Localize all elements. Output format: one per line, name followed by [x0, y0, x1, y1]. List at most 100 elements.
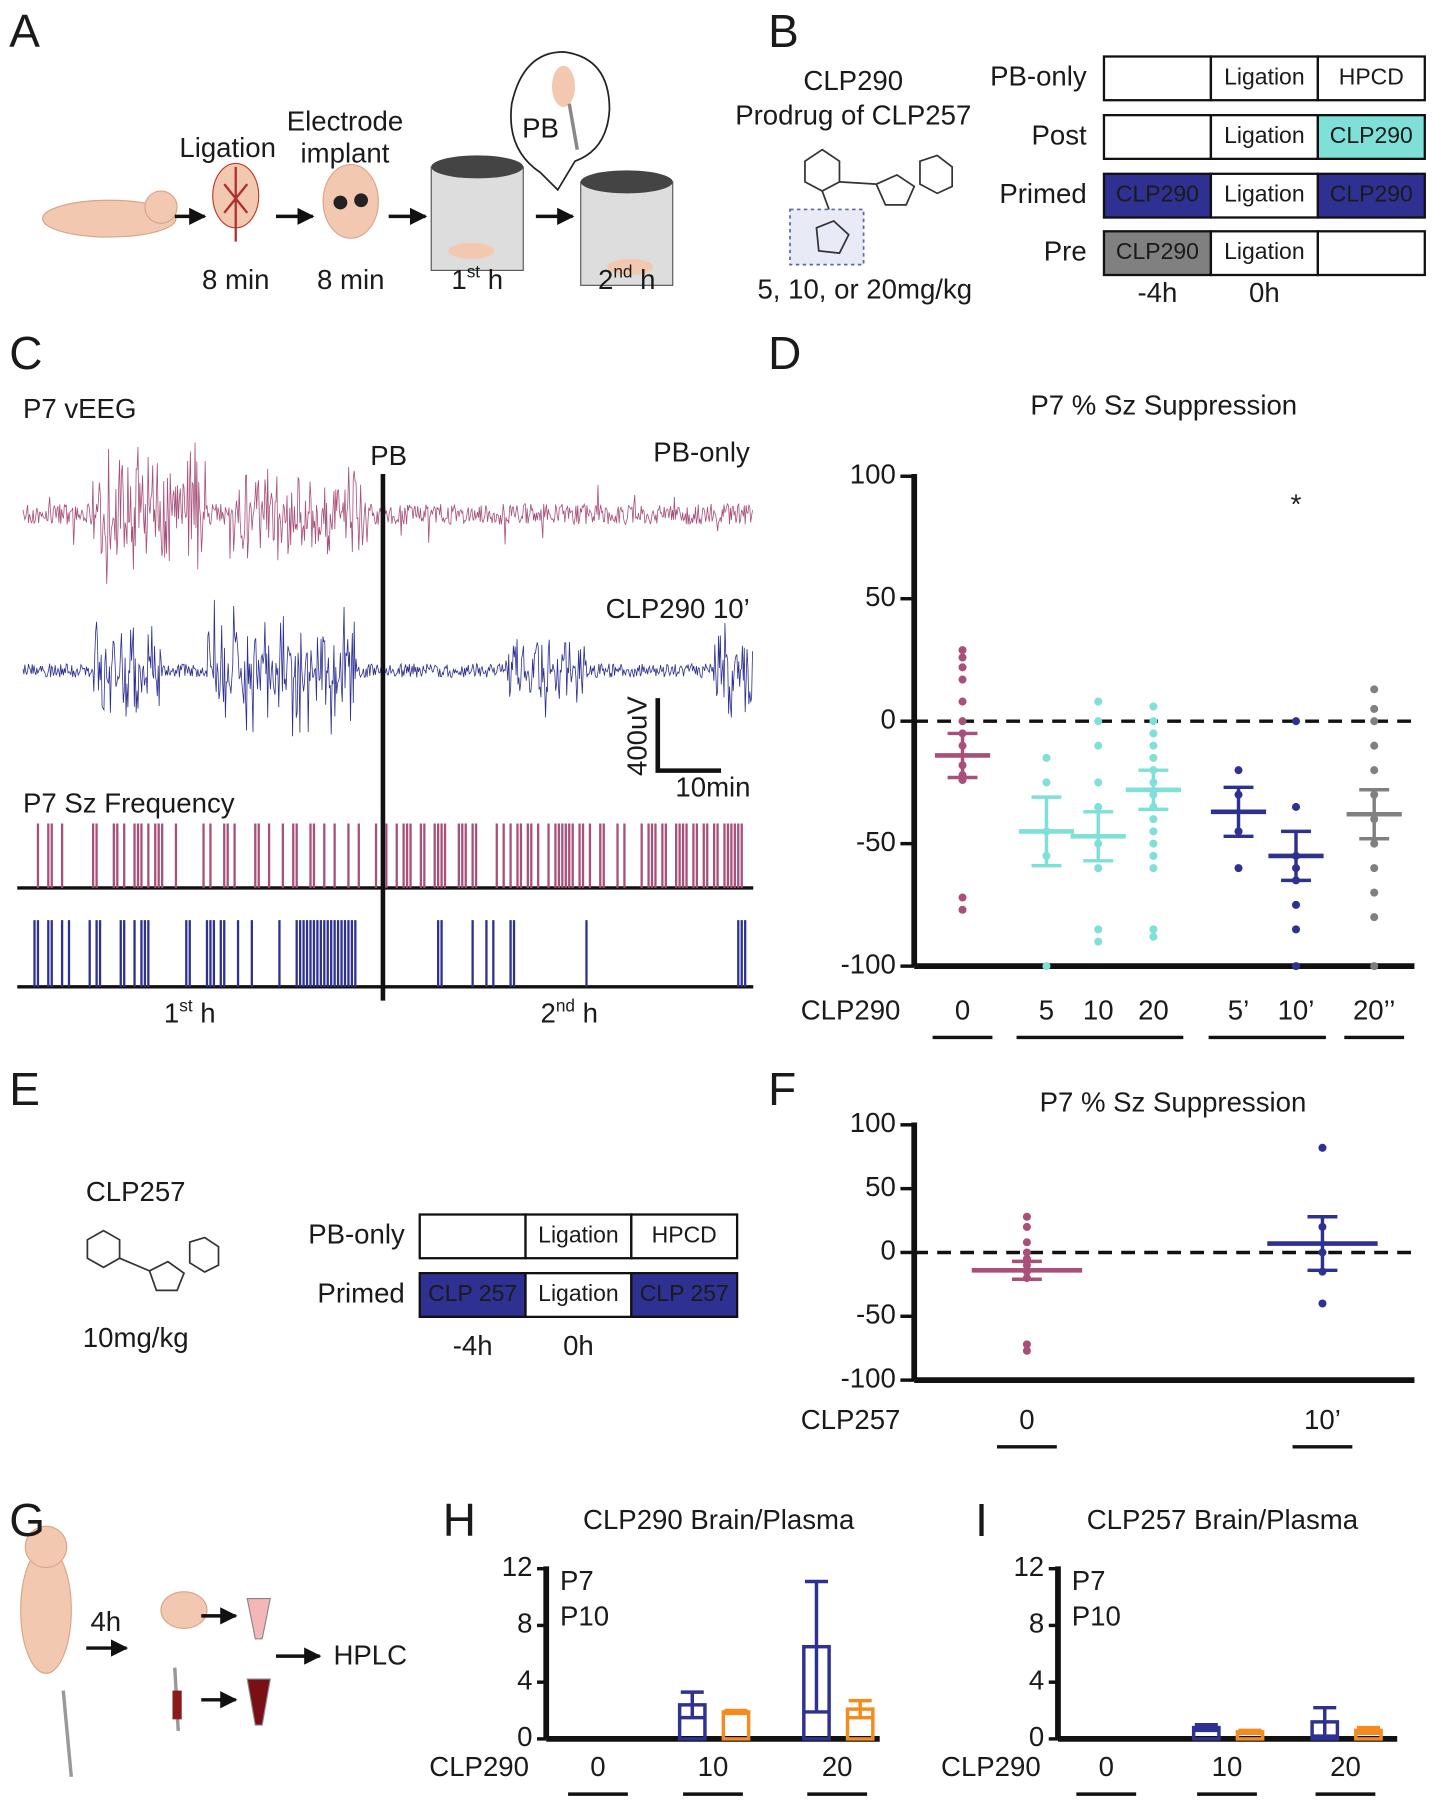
drug-label: PB: [522, 112, 559, 143]
data-point: [1094, 925, 1103, 934]
error-bar: [804, 1579, 828, 1714]
hour-part: h: [480, 264, 503, 295]
cell-label: Ligation: [538, 1221, 619, 1247]
data-point: [1094, 937, 1103, 946]
data-point: [1149, 851, 1158, 860]
legend-label: P10: [1072, 1600, 1121, 1631]
data-point: [1291, 802, 1301, 811]
hour-part: h: [632, 264, 655, 295]
error-bar: [1307, 1214, 1338, 1273]
data-point: [1094, 778, 1103, 787]
cell-label: CLP 257: [640, 1280, 729, 1306]
x-tick-label: 0: [1099, 1751, 1114, 1782]
error-bar: [1359, 788, 1390, 841]
schedule-cell: [630, 1272, 739, 1319]
bar: [721, 1710, 751, 1741]
y-tick-label: -50: [856, 1299, 896, 1330]
hour-label: 1st h: [451, 261, 503, 295]
hour-part: st: [179, 995, 193, 1015]
cell-label: Ligation: [1224, 122, 1305, 148]
time-label: 0h: [1249, 277, 1280, 308]
data-point: [958, 653, 967, 662]
data-point: [1094, 802, 1103, 811]
group-label: Post: [1032, 119, 1088, 150]
eeg-trace: [22, 442, 753, 584]
y-tick-label: 100: [850, 1107, 896, 1138]
time-label: 8 min: [317, 264, 384, 295]
cell-label: Ligation: [1224, 238, 1305, 264]
panel-label: C: [9, 327, 42, 379]
trace-label: CLP290 10’: [606, 593, 750, 624]
time-label: -4h: [1138, 277, 1178, 308]
chart-title: P7 % Sz Suppression: [1040, 1086, 1307, 1117]
x-axis-label: CLP290: [941, 1751, 1041, 1782]
panel-label: G: [9, 1494, 45, 1546]
panel-label: D: [768, 327, 801, 379]
chart-title: P7 % Sz Suppression: [1030, 390, 1297, 421]
y-tick-label: -100: [841, 948, 896, 979]
schedule-cell: [1209, 172, 1320, 219]
data-point: [1370, 913, 1379, 922]
data-point: [1042, 962, 1051, 971]
x-tick-label: 20: [822, 1751, 853, 1782]
eeg-label: P7 vEEG: [23, 393, 136, 424]
data-point: [1291, 717, 1301, 726]
schedule-cell: [1209, 55, 1320, 102]
x-tick-label: 10: [1083, 994, 1114, 1025]
schedule-cell: [1316, 230, 1426, 277]
schedule-cell: [1102, 55, 1213, 102]
x-axis-label: CLP290: [801, 994, 901, 1025]
legend-label: P10: [560, 1600, 609, 1631]
hour-label: 1st h: [164, 995, 216, 1029]
error-bar: [848, 1698, 872, 1720]
error-bar: [1138, 768, 1169, 812]
data-point: [1094, 741, 1103, 750]
data-point: [1094, 697, 1103, 706]
error-bar: [1238, 1728, 1262, 1735]
data-point: [1370, 962, 1379, 971]
data-point: [958, 697, 967, 706]
y-tick-label: 4: [1029, 1664, 1044, 1695]
y-tick-label: 12: [1013, 1551, 1044, 1582]
panel-label: F: [768, 1063, 796, 1115]
hour-label: 2nd h: [598, 261, 656, 295]
step-label: implant: [301, 138, 390, 169]
error-bar: [1281, 829, 1311, 883]
dose-label: 10mg/kg: [83, 1322, 189, 1353]
x-tick-label: 20: [1138, 994, 1169, 1025]
data-point: [1094, 864, 1103, 873]
data-point: [1042, 753, 1051, 762]
schedule-cell: [1209, 230, 1320, 277]
scale-bar: [655, 698, 722, 773]
panel-label: B: [768, 5, 799, 57]
y-tick-label: -50: [856, 826, 896, 857]
panel-label: I: [975, 1494, 988, 1546]
data-point: [1318, 1299, 1327, 1308]
error-bar: [1356, 1725, 1380, 1735]
y-tick-label: 50: [865, 1171, 896, 1202]
y-tick-label: 0: [517, 1721, 532, 1752]
data-point: [1291, 900, 1301, 909]
schedule-cell: [524, 1272, 633, 1319]
data-point: [958, 905, 967, 914]
group-label: Pre: [1044, 235, 1087, 266]
data-point: [1149, 741, 1158, 750]
group-label: Primed: [999, 178, 1086, 209]
data-point: [958, 675, 967, 684]
hour-part: st: [467, 261, 481, 281]
x-tick-label: 5’: [1228, 994, 1249, 1025]
time-label: 8 min: [202, 264, 269, 295]
y-tick-label: 12: [502, 1551, 533, 1582]
schedule-cell: [1102, 114, 1213, 161]
data-point: [1022, 1238, 1031, 1247]
panel-e-structure: [86, 1229, 220, 1292]
data-point: [1022, 1222, 1031, 1231]
data-point: [1022, 1346, 1031, 1355]
frequency-label: P7 Sz Frequency: [23, 787, 235, 818]
x-tick-label: 0: [590, 1751, 605, 1782]
trace-label: PB-only: [653, 437, 750, 468]
data-point: [958, 646, 967, 655]
data-point: [1370, 717, 1379, 726]
